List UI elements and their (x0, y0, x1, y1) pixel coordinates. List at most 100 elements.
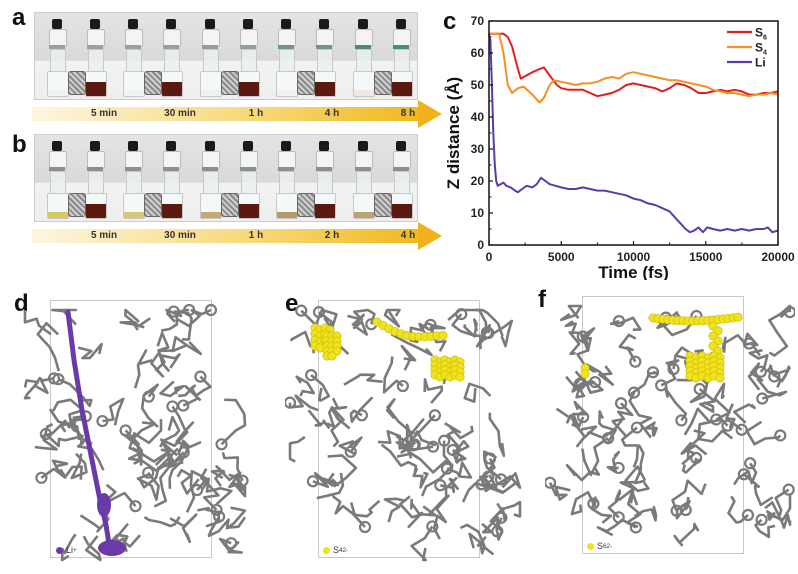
phenyl-ring (646, 366, 660, 379)
framework-chain (459, 523, 486, 549)
framework-chain (338, 436, 363, 456)
y-tick-label: 40 (471, 110, 485, 124)
phenyl-ring (434, 479, 447, 492)
time-label: 1 h (248, 108, 264, 119)
phenyl-ring (424, 318, 437, 331)
vial-neck (202, 49, 219, 73)
legend-species: Li (66, 545, 74, 555)
framework-chain (160, 308, 190, 332)
vial-liquid (48, 90, 68, 96)
vial-pair (341, 13, 417, 99)
framework-chain (745, 420, 782, 446)
framework-chain (488, 412, 506, 458)
phenyl-ring (47, 372, 61, 385)
vial-liquid (162, 82, 183, 96)
z-distance-chart: 0 5000 10000 15000 20000 0 10 20 30 40 50 60 70 Time … (444, 14, 795, 280)
molecular-snapshot-d: Li + (20, 300, 250, 570)
framework-chain (184, 375, 212, 402)
x-tick-label: 5000 (548, 250, 575, 264)
phenyl-ring (587, 497, 600, 510)
y-tick-label: 60 (471, 46, 485, 60)
vial-ring (316, 167, 333, 171)
vial-pair (35, 13, 111, 99)
vial-cap (128, 19, 139, 29)
framework-chain (420, 440, 454, 497)
left-vial (352, 19, 375, 99)
phenyl-ring (438, 434, 451, 447)
legend-label-main: S (755, 26, 763, 40)
vial-body (314, 71, 337, 97)
phenyl-ring (183, 303, 196, 317)
legend-li: Li + (56, 545, 77, 555)
framework-chain (36, 321, 61, 372)
vial-neck (355, 171, 372, 195)
framework-chain (351, 313, 368, 336)
legend-species: S (333, 545, 340, 555)
framework-network (23, 303, 249, 562)
framework-chain (119, 317, 151, 329)
legend-dot (56, 546, 63, 554)
phenyl-ring (129, 500, 142, 513)
vial-body (47, 193, 69, 219)
framework-chain (158, 353, 181, 373)
phenyl-ring (215, 438, 228, 451)
framework-chain (565, 373, 587, 393)
framework-chain (423, 378, 444, 404)
framework-chain (628, 392, 653, 439)
legend-label: S4 (755, 41, 767, 57)
right-vial (85, 141, 107, 221)
vial-ring (278, 167, 295, 171)
vial-pair (35, 135, 111, 221)
vial-ring (49, 45, 65, 49)
vial-liquid (391, 82, 412, 96)
framework-chain (766, 364, 783, 388)
series-line-s4 (489, 32, 779, 104)
vial-ring (201, 45, 218, 49)
framework-chain (596, 518, 637, 537)
framework-chain (171, 335, 203, 356)
left-vial (123, 19, 146, 99)
vial-pair (264, 13, 340, 99)
vial-cap (242, 19, 253, 29)
phenyl-ring (285, 396, 297, 409)
arrow-shaft (32, 107, 420, 121)
phenyl-ring (627, 386, 641, 399)
phenyl-ring (177, 399, 190, 412)
framework-chain (492, 319, 514, 348)
phenyl-ring (142, 466, 155, 479)
left-vial (123, 141, 146, 221)
vial-cap (357, 19, 368, 29)
phenyl-ring (675, 414, 688, 427)
framework-chain (51, 398, 85, 430)
framework-chain (307, 409, 331, 430)
phenyl-ring (236, 474, 249, 487)
framework-chain (773, 365, 792, 383)
vial-cap (395, 141, 406, 151)
phenyl-ring (655, 379, 668, 392)
y-tick-label: 0 (477, 238, 484, 252)
framework-chain (743, 473, 774, 507)
framework-network (285, 304, 522, 562)
framework-chain (57, 378, 93, 408)
vial-neck (393, 49, 410, 73)
vial-liquid (353, 90, 374, 96)
y-tick-label: 10 (471, 206, 485, 220)
vial-cap (204, 19, 215, 29)
series-line-s6 (489, 32, 779, 98)
framework-chain (576, 425, 598, 448)
framework-chain (661, 311, 698, 337)
framework-chain (412, 414, 437, 447)
sulfur-atom (733, 312, 743, 322)
vial-pair (341, 135, 417, 221)
left-vial (276, 19, 299, 99)
vial-neck (50, 49, 66, 73)
right-vial (390, 19, 413, 99)
vial-ring (163, 167, 180, 171)
phenyl-ring (194, 370, 207, 383)
vial-cap (395, 19, 406, 29)
framework-chain (548, 482, 571, 501)
framework-chain (176, 308, 212, 328)
phenyl-ring (204, 303, 218, 317)
framework-chain (136, 471, 160, 501)
vial-ring (201, 167, 218, 171)
